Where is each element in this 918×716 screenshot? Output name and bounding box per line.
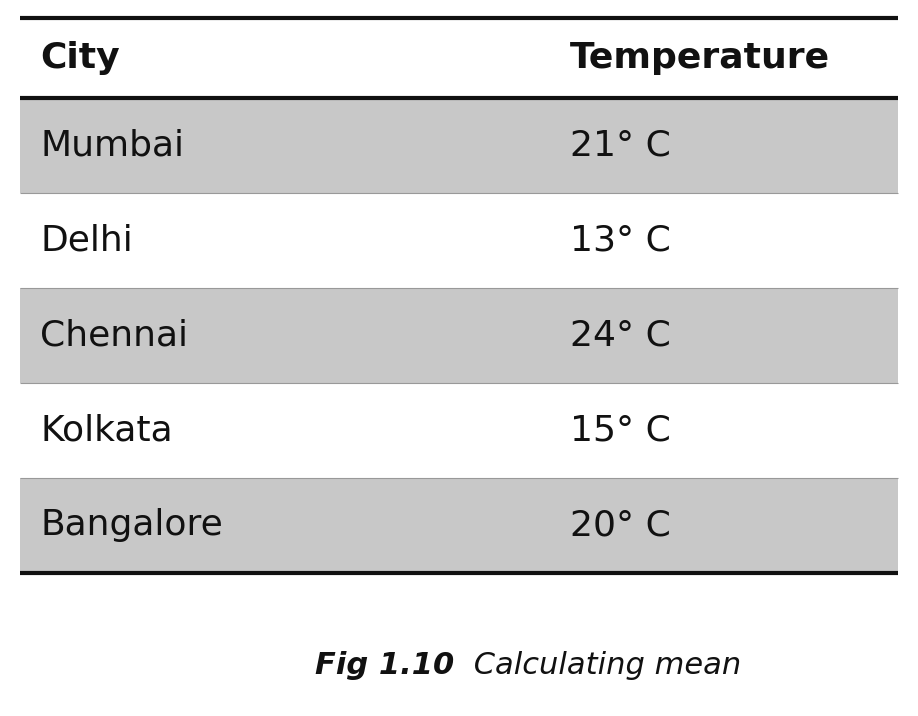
Text: Bangalore: Bangalore [40,508,223,543]
Text: Calculating mean: Calculating mean [464,651,741,679]
Text: City: City [40,41,119,75]
Text: Fig 1.10: Fig 1.10 [315,651,454,679]
Text: 20° C: 20° C [570,508,671,543]
Text: 24° C: 24° C [570,319,671,352]
Bar [20,383,898,478]
Bar [20,18,898,98]
Text: 13° C: 13° C [570,223,671,258]
Text: 15° C: 15° C [570,414,671,448]
Text: Chennai: Chennai [40,319,188,352]
Bar [20,98,898,193]
Text: Temperature: Temperature [570,41,830,75]
Text: Mumbai: Mumbai [40,128,184,163]
Text: 21° C: 21° C [570,128,671,163]
Bar [20,288,898,383]
Bar [20,193,898,288]
Text: Kolkata: Kolkata [40,414,173,448]
Bar [20,478,898,573]
Text: Delhi: Delhi [40,223,133,258]
